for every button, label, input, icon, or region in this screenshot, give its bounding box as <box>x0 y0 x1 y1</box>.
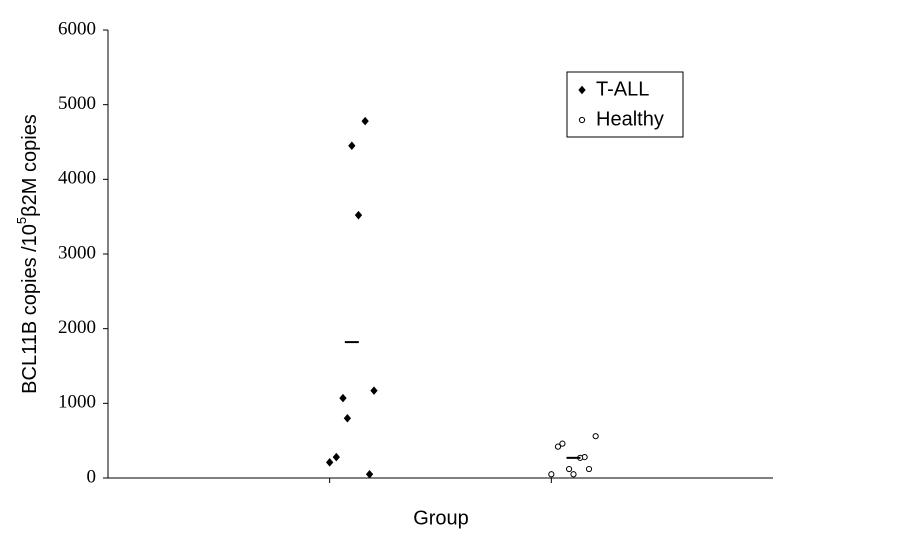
point <box>339 393 347 403</box>
legend-marker <box>578 85 586 95</box>
point <box>559 440 566 447</box>
y-axis-label-sup: 5 <box>14 217 29 224</box>
point <box>354 210 363 220</box>
point <box>343 413 352 423</box>
legend-marker <box>578 116 586 124</box>
point <box>326 458 334 467</box>
y-axis-label-part: β2M copies <box>19 114 41 217</box>
point <box>554 443 562 450</box>
y-tick-label: 1000 <box>58 392 96 413</box>
legend-label: T-ALL <box>596 78 649 100</box>
y-tick-label: 2000 <box>58 317 96 338</box>
y-tick-label: 3000 <box>58 242 96 263</box>
y-tick-label: 4000 <box>58 168 96 189</box>
point <box>361 116 369 126</box>
y-axis-label-part: BCL11B copies /10 <box>19 224 41 394</box>
y-tick-label: 0 <box>87 466 97 487</box>
point <box>570 471 577 478</box>
point <box>365 469 374 479</box>
point <box>592 433 599 440</box>
legend-label: Healthy <box>596 108 664 130</box>
legend-box <box>566 71 684 138</box>
x-axis-label: Group <box>413 507 469 529</box>
y-tick-label: 5000 <box>58 93 96 114</box>
point <box>332 452 340 462</box>
point <box>585 465 593 473</box>
point <box>565 465 573 473</box>
point <box>548 471 555 478</box>
y-axis-label: BCL11B copies /105β2M copies <box>14 114 41 394</box>
y-tick-label: 6000 <box>58 18 96 39</box>
point <box>348 141 356 151</box>
point <box>370 386 378 395</box>
